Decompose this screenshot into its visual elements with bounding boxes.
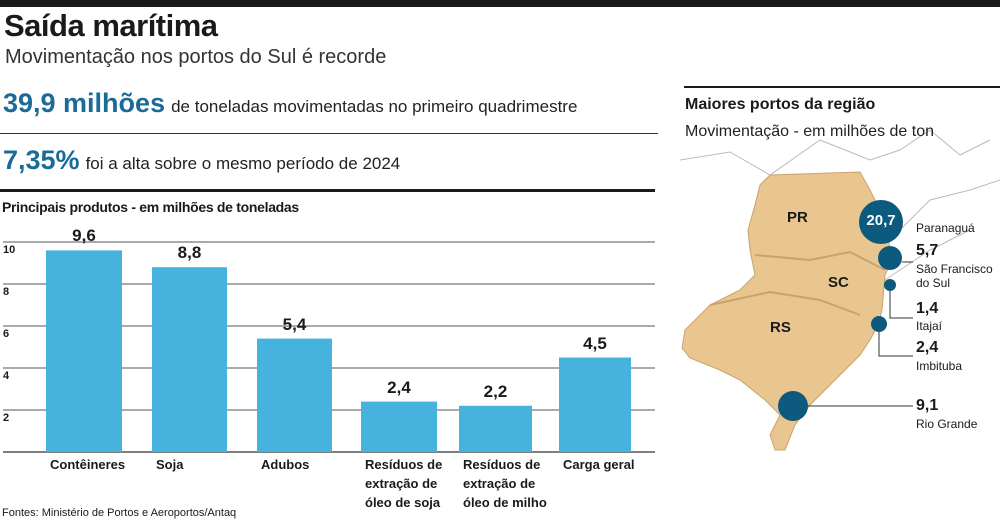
state-label-pr: PR bbox=[787, 209, 808, 226]
bar-value-label: 2,2 bbox=[483, 381, 508, 401]
bubble-itajai bbox=[884, 279, 896, 291]
bubble-sao-francisco bbox=[878, 246, 902, 270]
bar-value-label: 2,4 bbox=[387, 377, 411, 397]
x-category-label: óleo de milho bbox=[463, 495, 547, 510]
port-name: São Francisco do Sul bbox=[916, 262, 993, 290]
page-subtitle: Movimentação nos portos do Sul é recorde bbox=[5, 46, 387, 68]
south-brazil-map bbox=[679, 86, 1000, 451]
y-tick-label: 8 bbox=[3, 286, 10, 298]
land bbox=[681, 171, 893, 451]
stat-tonnage: 39,9 milhões de toneladas movimentadas no… bbox=[3, 88, 577, 119]
bar bbox=[459, 405, 532, 452]
x-category-label: Adubos bbox=[261, 457, 310, 472]
port-bubbles bbox=[778, 200, 913, 421]
borders bbox=[679, 129, 1000, 291]
bar bbox=[46, 250, 122, 452]
bar-value-label: 4,5 bbox=[583, 333, 607, 353]
port-name: Itajaí bbox=[916, 319, 943, 333]
stat-value: 39,9 milhões bbox=[3, 88, 166, 118]
bubble-rio-grande bbox=[778, 391, 808, 421]
port-value: 20,7 bbox=[866, 212, 896, 229]
leader-lines bbox=[808, 261, 913, 407]
source-note: Fontes: Ministério de Portos e Aeroporto… bbox=[2, 507, 237, 519]
page-title: Saída marítima bbox=[4, 8, 218, 43]
bar bbox=[257, 338, 332, 452]
state-label-sc: SC bbox=[828, 274, 849, 291]
port-name: Rio Grande bbox=[916, 417, 978, 431]
top-bar bbox=[0, 0, 1000, 7]
bubble-paranagua bbox=[859, 200, 903, 244]
stat-text: de toneladas movimentadas no primeiro qu… bbox=[171, 97, 578, 116]
map-title: Maiores portos da região bbox=[685, 96, 876, 113]
bar-value-label: 9,6 bbox=[72, 226, 96, 246]
map-subtitle: Movimentação - em milhões de ton bbox=[685, 123, 934, 140]
bar-chart bbox=[3, 241, 655, 453]
x-category-label: extração de bbox=[463, 476, 536, 491]
stat-growth: 7,35% foi a alta sobre o mesmo período de… bbox=[3, 145, 400, 176]
y-tick-label: 2 bbox=[3, 412, 10, 424]
bar bbox=[152, 267, 227, 452]
bar-value-label: 5,4 bbox=[282, 314, 307, 334]
state-borders bbox=[709, 250, 886, 316]
stat-value: 7,35% bbox=[3, 145, 80, 175]
x-category-label: Contêineres bbox=[50, 457, 126, 472]
y-tick-label: 4 bbox=[3, 370, 10, 382]
port-value: 1,4 bbox=[916, 300, 939, 317]
x-category-label: óleo de soja bbox=[365, 495, 441, 510]
bar bbox=[361, 401, 437, 452]
port-value: 5,7 bbox=[916, 242, 939, 259]
chart-title: Principais produtos - em milhões de tone… bbox=[2, 199, 299, 215]
state-label-rs: RS bbox=[770, 319, 791, 336]
y-tick-label: 10 bbox=[3, 244, 16, 256]
x-category-label: Carga geral bbox=[563, 457, 635, 472]
port-value: 2,4 bbox=[916, 339, 939, 356]
bubble-imbituba bbox=[871, 316, 887, 332]
x-category-label: Resíduos de bbox=[463, 457, 541, 472]
x-category-label: Soja bbox=[156, 457, 184, 472]
bar-value-label: 8,8 bbox=[177, 243, 202, 263]
port-name: Paranaguá bbox=[916, 221, 975, 235]
x-category-label: extração de bbox=[365, 476, 438, 491]
port-value: 9,1 bbox=[916, 397, 939, 414]
port-name: Imbituba bbox=[916, 359, 963, 373]
divider bbox=[0, 189, 655, 192]
stat-text: foi a alta sobre o mesmo período de 2024 bbox=[85, 154, 401, 173]
bar bbox=[559, 357, 631, 452]
x-category-label: Resíduos de bbox=[365, 457, 443, 472]
y-tick-label: 6 bbox=[3, 328, 10, 340]
divider bbox=[0, 133, 658, 134]
